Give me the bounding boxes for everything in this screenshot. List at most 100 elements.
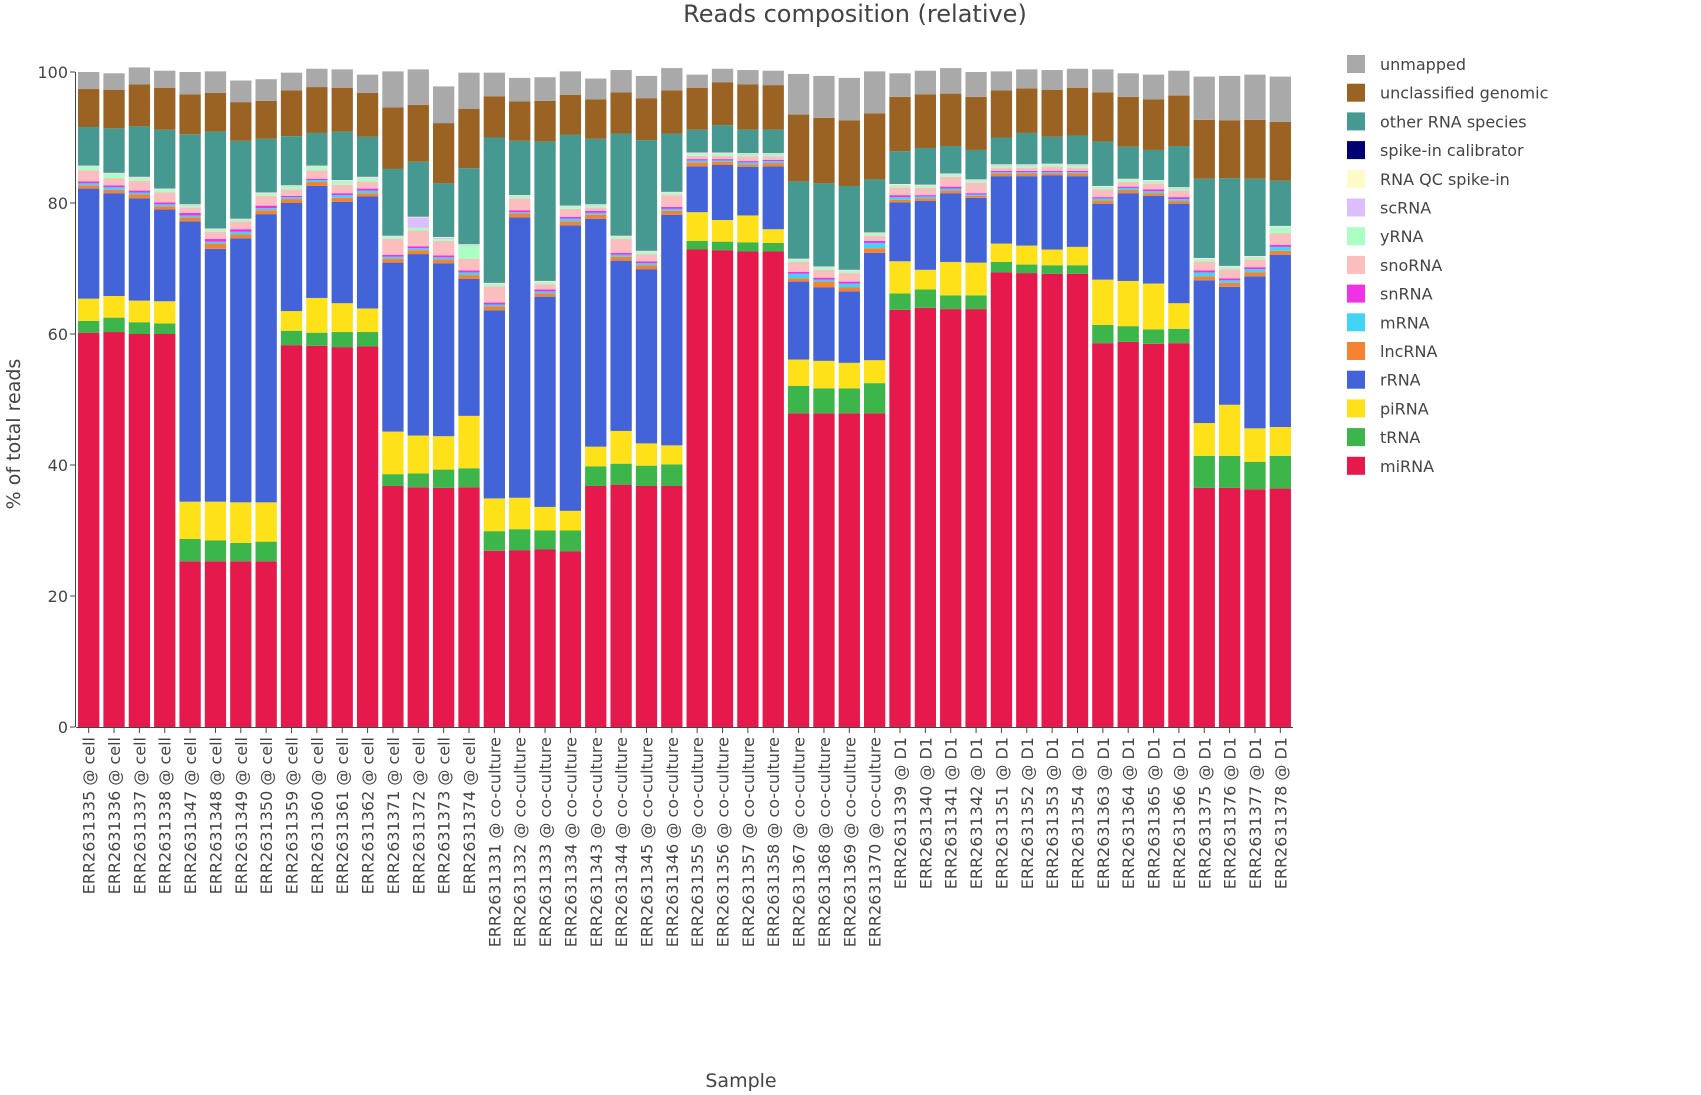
bar-segment-scrna — [331, 180, 353, 182]
bar-segment-other-rna-species — [559, 134, 582, 206]
bar-segment-pirna — [864, 360, 886, 384]
bar-segment-trna — [762, 242, 784, 252]
bar-segment-snrna — [509, 210, 531, 213]
legend-item[interactable]: unmapped — [1347, 55, 1466, 74]
bar-segment-snorna — [1117, 182, 1139, 187]
bar-segment-mrna — [661, 208, 683, 211]
bar-segment-snrna — [914, 195, 937, 197]
legend-item[interactable]: snoRNA — [1347, 255, 1442, 275]
bar-segment-other-rna-species — [306, 132, 328, 166]
bar-segment-unclassified-genomic — [737, 84, 759, 130]
bar-segment-scrna — [559, 206, 582, 207]
bar-segment-trna — [128, 322, 151, 334]
bar-segment-rna-qc-spike-in — [331, 180, 353, 181]
x-tick-label: ERR2631336 @ cell — [105, 737, 124, 894]
bar-segment-pirna — [356, 308, 379, 333]
bar-segment-unmapped — [1142, 74, 1165, 100]
legend-item[interactable]: snRNA — [1347, 284, 1433, 304]
legend-swatch — [1347, 399, 1365, 418]
bar-segment-unmapped — [382, 71, 404, 108]
bar-segment-lncrna — [1193, 276, 1215, 281]
bar-segment-rna-qc-spike-in — [179, 204, 201, 205]
bar-segment-snorna — [940, 176, 962, 187]
bar-segment-pirna — [1142, 283, 1165, 330]
bar-segment-yrna — [280, 186, 303, 190]
bar-segment-lncrna — [686, 162, 708, 167]
bar-segment-pirna — [483, 498, 505, 532]
legend-item[interactable]: rRNA — [1347, 370, 1421, 390]
bar-segment-snrna — [230, 229, 252, 232]
bar-segment-mirna — [940, 309, 962, 727]
bar-segment-other-rna-species — [1117, 146, 1139, 179]
bar-segment-mrna — [990, 172, 1013, 174]
bar-segment-rrna — [1218, 286, 1241, 405]
bar-segment-trna — [889, 293, 911, 310]
legend-item[interactable]: mRNA — [1347, 313, 1430, 332]
bar-segment-pirna — [1218, 404, 1241, 456]
bar-segment-unclassified-genomic — [230, 102, 252, 141]
legend-label: piRNA — [1380, 399, 1429, 418]
bar-segment-pirna — [154, 301, 176, 324]
bar-segment-snorna — [204, 231, 227, 240]
bar-segment-lncrna — [1066, 173, 1089, 177]
legend-item[interactable]: spike-in calibrator — [1347, 141, 1524, 160]
bar-segment-mrna — [509, 212, 531, 214]
bar-segment-pirna — [940, 261, 962, 296]
bar-segment-rrna — [585, 218, 607, 447]
bar-segment-lncrna — [382, 258, 404, 263]
bar-segment-snorna — [889, 187, 911, 196]
legend-item[interactable]: lncRNA — [1347, 342, 1437, 361]
legend-item[interactable]: miRNA — [1347, 456, 1434, 476]
legend-item[interactable]: scRNA — [1347, 198, 1431, 218]
bar-segment-other-rna-species — [813, 183, 835, 267]
legend-item[interactable]: unclassified genomic — [1347, 83, 1548, 103]
bar-segment-other-rna-species — [204, 131, 227, 229]
bar-segment-mirna — [1066, 273, 1089, 727]
bar-segment-trna — [1218, 455, 1241, 488]
bar-segment-snorna — [230, 221, 252, 230]
bar-segment-rrna — [914, 201, 937, 270]
bar-segment-snorna — [1168, 190, 1190, 198]
bar-segment-lncrna — [432, 259, 455, 264]
legend-item[interactable]: tRNA — [1347, 428, 1420, 447]
bar-segment-snrna — [306, 178, 328, 181]
bar-segment-scrna — [585, 204, 607, 206]
bar-segment-other-rna-species — [78, 127, 100, 166]
bar-segment-pirna — [103, 296, 125, 318]
bar-segment-yrna — [940, 174, 962, 177]
bar-segment-rrna — [1168, 203, 1190, 304]
bar-segment-pirna — [204, 501, 227, 541]
bar-segment-rna-qc-spike-in — [965, 179, 987, 181]
bar-segment-mrna — [940, 188, 962, 191]
legend-item[interactable]: RNA QC spike-in — [1347, 169, 1510, 189]
bar-segment-pirna — [534, 506, 556, 531]
bar-segment-rna-qc-spike-in — [407, 216, 429, 218]
bar-segment-lncrna — [914, 198, 937, 202]
legend-item[interactable]: other RNA species — [1347, 112, 1527, 131]
bar-segment-mrna — [331, 195, 353, 198]
bar-segment-unmapped — [559, 71, 582, 95]
bar-segment-unmapped — [686, 74, 708, 88]
bar-segment-snorna — [1016, 167, 1038, 171]
bar-segment-snrna — [179, 212, 201, 216]
bar-segment-unmapped — [762, 70, 784, 86]
bar-segment-snrna — [990, 170, 1013, 173]
bar-segment-rna-qc-spike-in — [154, 188, 176, 190]
x-tick-label: ERR2631369 @ co-culture — [840, 737, 859, 947]
bar-segment-unmapped — [1168, 70, 1190, 96]
bar-segment-lncrna — [280, 199, 303, 203]
bar-segment-scrna — [382, 236, 404, 238]
y-tick-label: 60 — [48, 325, 68, 344]
bar-segment-snorna — [585, 207, 607, 211]
bar-segment-mirna — [432, 487, 455, 727]
bar-segment-lncrna — [1117, 189, 1139, 194]
legend-item[interactable]: yRNA — [1347, 227, 1424, 246]
bar-segment-mirna — [382, 485, 404, 727]
bar-segment-mrna — [864, 242, 886, 249]
bar-segment-mrna — [407, 248, 429, 251]
bar-segment-other-rna-species — [230, 140, 252, 219]
bar-segment-mirna — [280, 345, 303, 727]
legend-item[interactable]: piRNA — [1347, 399, 1429, 418]
bar-segment-mirna — [1016, 273, 1038, 727]
bar-segment-mrna — [432, 257, 455, 260]
